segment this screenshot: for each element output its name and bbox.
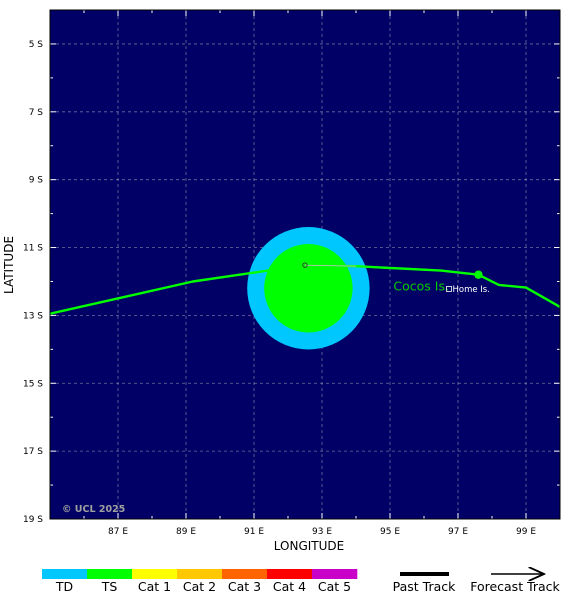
legend-swatch	[42, 569, 88, 579]
current-position-marker	[302, 262, 308, 268]
place-label: Home Is.	[453, 285, 490, 295]
copyright-text: © UCL 2025	[62, 504, 125, 515]
lon-tick-label: 99 E	[516, 527, 536, 537]
axis-layer: 87 E 89 E 91 E 93 E 95 E 97 E 99 E 5 S 7 S 9 S 11 …	[23, 9, 561, 537]
lat-tick-label: 13 S	[23, 311, 43, 321]
track-layer	[50, 262, 560, 315]
forecast-track-legend: Forecast Track	[470, 574, 561, 594]
legend-category-label: Cat 1	[138, 579, 171, 594]
lat-tick-label: 11 S	[23, 244, 43, 254]
forecast-track-legend-label: Forecast Track	[470, 579, 560, 594]
legend-swatch	[132, 569, 178, 579]
x-axis-title: LONGITUDE	[274, 539, 344, 553]
lon-tick-label: 95 E	[380, 527, 400, 537]
intensity-legend: TD TS Cat 1 Cat 2 Cat 3 Cat 4 Cat 5	[42, 569, 358, 594]
legend-category-label: Cat 2	[183, 579, 216, 594]
place-marker	[446, 286, 452, 292]
legend-category-label: Cat 5	[318, 579, 351, 594]
lat-tick-label: 17 S	[23, 447, 43, 457]
lon-tick-label: 93 E	[312, 527, 332, 537]
place-layer: Cocos Is. Home Is.	[393, 279, 490, 295]
legend-category-label: Cat 3	[228, 579, 261, 594]
legend-category-label: Cat 4	[273, 579, 306, 594]
place-label: Cocos Is.	[393, 279, 449, 294]
storm-layer	[247, 227, 370, 350]
legend-swatch	[312, 569, 358, 579]
plot-frame	[49, 9, 561, 520]
legend-swatch	[87, 569, 133, 579]
lon-tick-label: 97 E	[448, 527, 468, 537]
legend-swatch	[267, 569, 313, 579]
lon-tick-label: 87 E	[108, 527, 128, 537]
lon-tick-label: 91 E	[244, 527, 264, 537]
legend-swatch	[177, 569, 223, 579]
forecast-point-marker	[474, 270, 483, 279]
lat-tick-label: 9 S	[29, 176, 44, 186]
lat-tick-label: 19 S	[23, 515, 43, 525]
past-track-legend: Past Track	[393, 572, 456, 594]
lon-tick-label: 89 E	[176, 527, 196, 537]
ts-wind-radius	[264, 244, 353, 333]
lat-tick-label: 7 S	[29, 108, 44, 118]
past-track-legend-label: Past Track	[393, 579, 456, 594]
past-track-line	[304, 264, 357, 267]
lat-tick-label: 15 S	[23, 379, 43, 389]
legend-swatch	[222, 569, 268, 579]
storm-track-line	[50, 264, 560, 315]
y-axis-title: LATITUDE	[2, 236, 16, 294]
legend-category-label: TS	[101, 579, 118, 594]
legend-category-label: TD	[55, 579, 73, 594]
lat-tick-label: 5 S	[29, 40, 44, 50]
